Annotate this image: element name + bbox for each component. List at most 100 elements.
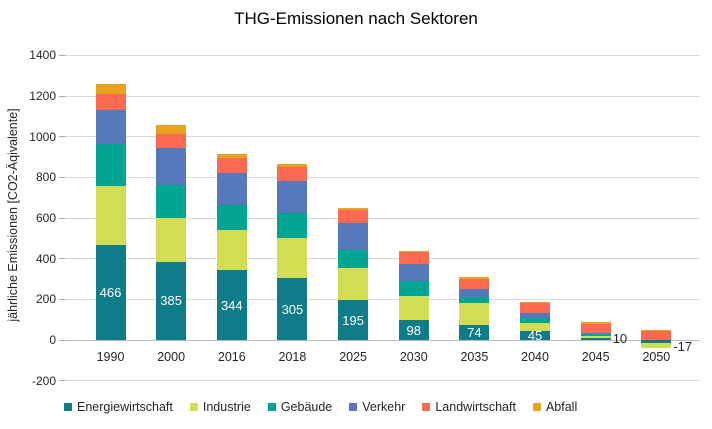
x-tick-label: 2000 <box>157 350 186 364</box>
y-tick-mark <box>59 380 65 382</box>
y-tick-label: 1400 <box>29 48 56 63</box>
y-tick-label: 1200 <box>29 89 56 104</box>
gridline <box>65 380 700 382</box>
legend-label: Energiewirtschaft <box>77 400 173 414</box>
legend-swatch <box>267 403 276 411</box>
bar-segment-verkehr <box>520 312 551 319</box>
bar-segment-gebäude <box>338 249 369 268</box>
bar-data-label: -17 <box>673 339 693 355</box>
bar-segment-energiewirtschaft <box>156 261 187 340</box>
gridline <box>65 298 700 300</box>
gridline <box>65 54 700 56</box>
bar-segment-verkehr <box>216 172 247 206</box>
gridline <box>65 136 700 138</box>
bar-segment-energiewirtschaft <box>95 245 126 340</box>
legend: Energiewirtschaft Industrie Gebäude Verkehr… <box>64 399 594 415</box>
bar-segment-abfall <box>156 124 187 135</box>
bar-segment-energiewirtschaft <box>520 330 551 340</box>
bar-segment-energiewirtschaft <box>398 320 429 340</box>
gridline <box>65 95 700 97</box>
bar-segment-industrie <box>95 186 126 246</box>
bar-segment-verkehr <box>459 288 490 298</box>
x-tick-label: 2045 <box>581 350 610 364</box>
bar-segment-gebäude <box>216 205 247 230</box>
x-tick-label: 2035 <box>460 350 489 364</box>
bar-segment-gebäude <box>580 333 611 336</box>
bar-segment-abfall <box>580 322 611 324</box>
bar-segment-industrie <box>398 295 429 321</box>
legend-label: Abfall <box>545 400 578 414</box>
bar-segment-energiewirtschaft <box>338 300 369 340</box>
bar-data-label: 74 <box>467 324 482 340</box>
y-tick-label: 200 <box>35 292 56 307</box>
bar-segment-abfall <box>459 276 490 280</box>
bar-segment-abfall <box>398 250 429 253</box>
bar-segment-verkehr <box>398 263 429 281</box>
bar-segment-landwirtschaft <box>156 134 187 148</box>
legend-swatch <box>422 403 431 411</box>
bar-data-label: 305 <box>281 301 304 317</box>
bar-segment-energiewirtschaft <box>277 278 308 340</box>
bar-segment-energiewirtschaft <box>459 324 490 340</box>
x-axis-line <box>65 339 700 341</box>
legend-label: Industrie <box>202 400 251 414</box>
legend-label: Landwirtschaft <box>435 400 516 414</box>
bar-segment-abfall <box>216 153 247 159</box>
legend-item-industrie: Industrie <box>189 400 251 414</box>
bar-segment-energiewirtschaft <box>641 340 672 344</box>
bar-segment-landwirtschaft <box>580 323 611 333</box>
bar-segment-landwirtschaft <box>216 158 247 173</box>
y-tick-mark <box>59 339 65 341</box>
bar-data-label: 344 <box>220 297 243 313</box>
bar-segment-industrie <box>338 267 369 301</box>
x-tick-label: 2030 <box>399 350 428 364</box>
y-tick-mark <box>59 176 65 178</box>
bar-segment-abfall <box>95 83 126 95</box>
y-tick-label: 0 <box>49 333 56 347</box>
bar-segment-industrie <box>641 343 672 349</box>
legend-item-verkehr: Verkehr <box>349 400 405 414</box>
bar-segment-landwirtschaft <box>338 209 369 224</box>
bar-data-label: 98 <box>406 322 421 338</box>
bar-segment-verkehr <box>277 180 308 214</box>
legend-swatch <box>64 403 72 411</box>
y-tick-label: 600 <box>35 211 56 226</box>
legend-swatch <box>189 403 198 411</box>
bar-segment-abfall <box>338 207 369 210</box>
bar-data-label: 195 <box>342 312 364 328</box>
y-tick-mark <box>59 258 65 260</box>
y-tick-mark <box>59 136 65 138</box>
x-tick-label: 1990 <box>96 350 125 364</box>
bar-segment-gebäude <box>156 185 187 219</box>
legend-swatch <box>532 403 541 411</box>
bar-segment-gebäude <box>459 297 490 304</box>
bar-segment-landwirtschaft <box>277 166 308 181</box>
bar-segment-industrie <box>580 335 611 338</box>
legend-item-abfall: Abfall <box>532 400 578 414</box>
legend-swatch <box>349 403 358 411</box>
chart-title: THG-Emissionen nach Sektoren <box>234 9 478 28</box>
bar-segment-gebäude <box>398 280 429 296</box>
bar-segment-industrie <box>520 322 551 331</box>
legend-item-energiewirtschaft: Energiewirtschaft <box>64 400 173 414</box>
legend-item-gebäude: Gebäude <box>267 400 333 414</box>
bar-segment-industrie <box>459 303 490 325</box>
bar-data-label: 466 <box>99 285 122 301</box>
bar-segment-energiewirtschaft <box>216 270 247 340</box>
legend-label: Verkehr <box>362 400 406 414</box>
x-tick-label: 2025 <box>339 350 367 364</box>
bar-segment-verkehr <box>156 147 187 186</box>
y-tick-label: 1000 <box>29 129 56 144</box>
y-tick-mark <box>59 298 65 300</box>
y-tick-mark <box>59 95 65 97</box>
bar-segment-abfall <box>277 163 308 167</box>
bar-segment-verkehr <box>95 109 126 145</box>
bar-data-label: 385 <box>160 293 182 309</box>
bar-segment-landwirtschaft <box>459 279 490 289</box>
legend-label: Gebäude <box>280 400 333 414</box>
bar-segment-industrie <box>277 238 308 278</box>
bar-segment-gebäude <box>95 144 126 187</box>
y-tick-mark <box>59 54 65 56</box>
